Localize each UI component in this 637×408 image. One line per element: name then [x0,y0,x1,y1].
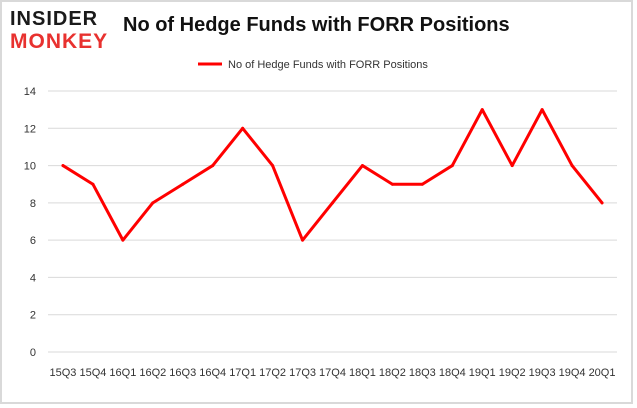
y-axis-ticks: 0 2 4 6 8 10 12 14 [24,86,36,359]
x-tick-label: 18Q4 [439,367,466,379]
data-point [450,164,454,168]
y-tick-label: 0 [30,347,36,359]
data-point [600,201,604,205]
data-point [241,126,245,130]
x-tick-label: 17Q3 [289,367,316,379]
series-line [61,108,604,242]
x-tick-label: 20Q1 [589,367,616,379]
logo-line-2: MONKEY [10,30,109,53]
data-point [360,164,364,168]
data-point [510,164,514,168]
x-tick-label: 18Q1 [349,367,376,379]
data-point [331,201,334,205]
x-tick-label: 16Q3 [169,367,196,379]
data-point [480,108,484,112]
legend-label: No of Hedge Funds with FORR Positions [228,59,428,71]
data-point [121,238,125,242]
data-point [151,201,155,205]
x-tick-label: 19Q3 [529,367,556,379]
x-tick-label: 16Q1 [109,367,136,379]
data-point [181,182,185,186]
logo-line-1: INSIDER [10,8,99,30]
y-tick-label: 10 [24,161,36,173]
x-tick-label: 17Q2 [259,367,286,379]
x-tick-label: 18Q2 [379,367,406,379]
x-tick-label: 17Q1 [229,367,256,379]
data-point [570,164,574,168]
y-tick-label: 12 [24,123,36,135]
x-tick-label: 19Q2 [499,367,526,379]
series-layer [61,108,604,242]
insider-monkey-logo: INSIDER MONKEY [10,8,120,54]
x-tick-label: 16Q2 [139,367,166,379]
x-tick-label: 17Q4 [319,367,346,379]
data-point [211,164,215,168]
x-tick-label: 16Q4 [199,367,226,379]
y-tick-label: 6 [30,235,36,247]
x-axis-ticks: 15Q3 15Q4 16Q1 16Q2 16Q3 16Q4 17Q1 17Q2 17Q3 17Q4… [50,367,616,379]
y-tick-label: 2 [30,310,36,322]
data-point [390,182,394,186]
data-point [61,164,65,168]
x-tick-label: 18Q3 [409,367,436,379]
y-tick-label: 8 [30,198,36,210]
x-tick-label: 15Q4 [79,367,106,379]
data-point [420,182,424,186]
chart-title: No of Hedge Funds with FORR Positions [123,14,510,36]
legend: No of Hedge Funds with FORR Positions [198,59,428,71]
x-tick-label: 19Q1 [469,367,496,379]
y-tick-label: 4 [30,272,36,284]
x-tick-label: 19Q4 [559,367,586,379]
data-point [271,164,275,168]
data-point [540,108,544,112]
y-tick-label: 14 [24,86,36,98]
data-point [91,182,95,186]
x-tick-label: 15Q3 [50,367,77,379]
data-point [301,238,305,242]
